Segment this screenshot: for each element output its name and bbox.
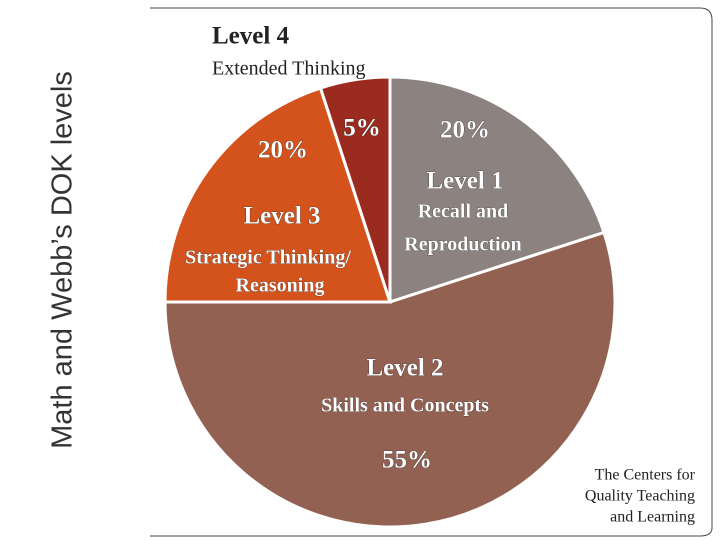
category-description: Skills and Concepts (321, 395, 489, 417)
category-description: Reasoning (236, 275, 325, 297)
value-label: 20% (258, 137, 308, 164)
pie-slice (388, 75, 606, 305)
value-label: 55% (382, 447, 432, 474)
category-label: Level 2 (366, 355, 443, 382)
category-label: Level 4 (212, 23, 290, 50)
pie-slice (318, 75, 392, 303)
category-description: Extended Thinking (212, 58, 366, 80)
category-description: Strategic Thinking/ (185, 247, 351, 269)
footer-text: The Centers for (595, 467, 696, 484)
pie-slice (163, 230, 617, 529)
chart-title: Math and Webb’s DOK levels (47, 71, 79, 449)
footer-text: Quality Teaching (585, 488, 695, 505)
pie-slice (163, 86, 393, 304)
category-label: Level 1 (426, 168, 503, 195)
footer-text: and Learning (610, 509, 695, 526)
category-description: Recall and (418, 201, 509, 223)
value-label: 5% (343, 115, 381, 142)
category-label: Level 3 (243, 203, 320, 230)
category-description: Reproduction (404, 234, 521, 256)
value-label: 20% (440, 117, 490, 144)
slide-frame (150, 7, 713, 537)
